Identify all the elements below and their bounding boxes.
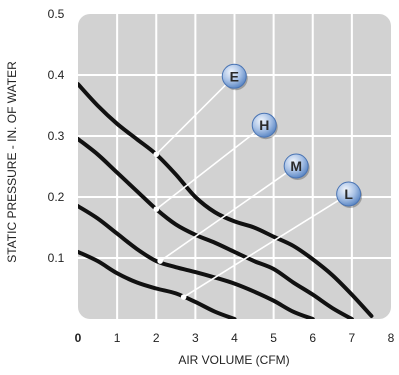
x-tick-label: 8 bbox=[388, 331, 395, 345]
x-axis-label: AIR VOLUME (CFM) bbox=[178, 353, 289, 367]
grid bbox=[78, 14, 391, 319]
callout-leader-h bbox=[155, 124, 265, 210]
x-tick-label: 7 bbox=[349, 331, 356, 345]
callout-badge-h bbox=[251, 112, 277, 138]
y-tick-label: 0.3 bbox=[48, 129, 65, 143]
callouts: E H M L bbox=[153, 63, 363, 300]
callout-anchor-dot bbox=[157, 258, 163, 264]
x-tick-label: 0 bbox=[75, 331, 82, 345]
callout-anchor-dot bbox=[180, 294, 187, 300]
callout-anchor-dot bbox=[153, 151, 160, 158]
callout-label: L bbox=[344, 186, 353, 202]
y-tick-label: 0.1 bbox=[48, 251, 65, 265]
series-line-e bbox=[78, 82, 374, 318]
callout-anchor-dot bbox=[153, 206, 160, 212]
callout-badge-l bbox=[336, 181, 362, 207]
callout-leader-l bbox=[183, 193, 350, 298]
y-tick-label: 0.4 bbox=[48, 68, 65, 82]
x-tick-label: 2 bbox=[153, 331, 160, 345]
y-tick-label: 0.2 bbox=[48, 190, 65, 204]
y-tick-labels: 0.5 0.4 0.3 0.2 0.1 bbox=[48, 7, 65, 265]
callout-label: H bbox=[259, 117, 269, 133]
series-line-m bbox=[78, 204, 315, 319]
callout-label: M bbox=[290, 158, 302, 174]
x-tick-label: 4 bbox=[231, 331, 238, 345]
y-axis-label: STATIC PRESSURE - IN. OF WATER bbox=[5, 61, 19, 263]
series-lines bbox=[78, 82, 374, 319]
callout-badge-e bbox=[221, 63, 247, 89]
x-tick-label: 1 bbox=[114, 331, 121, 345]
series-line-l bbox=[78, 249, 237, 319]
x-tick-labels: 0 1 2 3 4 5 6 7 8 bbox=[75, 331, 395, 345]
series-line-h bbox=[78, 137, 354, 319]
callout-label: E bbox=[230, 68, 239, 84]
y-tick-label: 0.5 bbox=[48, 7, 65, 21]
callout-badge-m bbox=[283, 153, 309, 179]
x-tick-label: 6 bbox=[309, 331, 316, 345]
x-tick-label: 3 bbox=[192, 331, 199, 345]
callout-leader-e bbox=[155, 75, 235, 155]
x-tick-label: 5 bbox=[270, 331, 277, 345]
callout-leader-m bbox=[159, 165, 297, 262]
